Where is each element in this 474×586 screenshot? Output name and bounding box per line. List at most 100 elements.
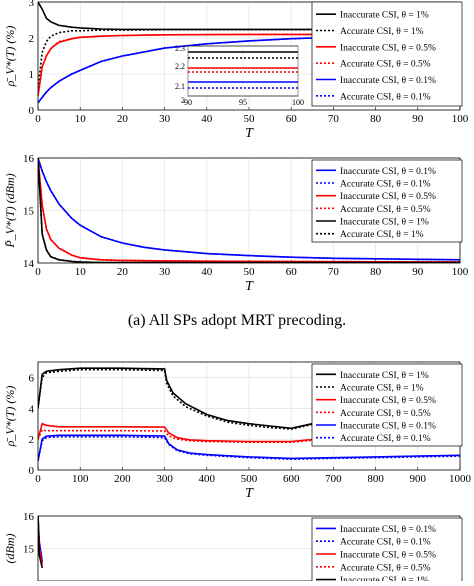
x-tick-label: 70 — [328, 113, 340, 125]
legend-entry: Inaccurate CSI, θ = 0.5% — [340, 396, 436, 406]
x-axis-label: T — [245, 279, 254, 294]
x-tick-label: 0 — [35, 113, 41, 125]
x-tick-label: 80 — [370, 266, 382, 278]
x-tick-label: 400 — [199, 473, 216, 485]
series-line — [38, 158, 460, 261]
series-line — [38, 368, 460, 430]
legend: Inaccurate CSI, θ = 1% Accurate CSI, θ = … — [311, 1, 463, 107]
legend-entry: Inaccurate CSI, θ = 1% — [340, 11, 429, 21]
x-tick-label: 50 — [244, 266, 256, 278]
legend-entry: Accurate CSI, θ = 0.5% — [340, 205, 431, 215]
x-tick-label: 0 — [35, 473, 41, 485]
x-tick-label: 60 — [286, 266, 298, 278]
legend-entry: Inaccurate CSI, θ = 0.1% — [340, 525, 436, 535]
legend-box — [311, 517, 463, 586]
x-tick-label: 1000 — [449, 473, 472, 485]
chart-panel-1: 0 10 20 30 40 50 60 70 80 90 100 0 1 2 3 T Inaccurate CS… — [29, 0, 469, 141]
y-tick-label: 0 — [29, 105, 35, 117]
legend-box — [311, 1, 463, 107]
x-tick-label: 50 — [244, 113, 256, 125]
x-tick-label: 40 — [201, 266, 213, 278]
legend-entry: Inaccurate CSI, θ = 1% — [340, 371, 429, 381]
series-line — [38, 516, 43, 569]
legend-entry: Inaccurate CSI, θ = 0.5% — [340, 43, 436, 53]
x-tick-label: 10 — [75, 266, 87, 278]
legend-entry: Accurate CSI, θ = 1% — [340, 27, 424, 37]
legend: Inaccurate CSI, θ = 1% Accurate CSI, θ = … — [311, 363, 463, 447]
legend-entry: Accurate CSI, θ = 1% — [340, 384, 424, 394]
legend-entry: Accurate CSI, θ = 0.5% — [340, 60, 431, 70]
x-tick-label: 80 — [370, 113, 382, 125]
x-tick-label: 200 — [114, 473, 131, 485]
x-tick-label: 40 — [201, 113, 213, 125]
legend: Inaccurate CSI, θ = 0.1% Accurate CSI, θ … — [311, 517, 463, 586]
legend-entry: Accurate CSI, θ = 0.5% — [340, 409, 431, 419]
x-tick-label: 30 — [159, 113, 171, 125]
inset-x-tick-label: 100 — [292, 98, 304, 107]
series-group — [38, 158, 460, 263]
y-tick-label: 15 — [23, 544, 35, 556]
x-tick-label: 100 — [452, 113, 469, 125]
x-tick-label: 100 — [452, 266, 469, 278]
legend-entry: Inaccurate CSI, θ = 0.5% — [340, 551, 436, 561]
legend-box — [311, 363, 463, 447]
x-tick-label: 100 — [72, 473, 89, 485]
series-line — [38, 2, 460, 31]
chart-panel-2: 0 10 20 30 40 50 60 70 80 90 100 14 15 16 T Inaccurate … — [23, 153, 469, 294]
legend-box — [311, 159, 463, 243]
y-tick-label: 6 — [29, 372, 35, 384]
x-tick-label: 900 — [410, 473, 427, 485]
series-line — [38, 158, 460, 263]
x-tick-label: 90 — [412, 266, 424, 278]
inset-y-tick-label: 2 — [181, 96, 185, 105]
legend-entry: Inaccurate CSI, θ = 1% — [340, 218, 429, 228]
x-tick-label: 600 — [283, 473, 300, 485]
y-axis-label: ρ̄_V*(T) (%) — [3, 386, 17, 448]
x-tick-label: 300 — [156, 473, 173, 485]
x-tick-label: 30 — [159, 266, 171, 278]
y-tick-label: 4 — [29, 403, 35, 415]
y-tick-label: 0 — [29, 465, 35, 477]
x-axis-label: T — [245, 486, 254, 501]
x-tick-label: 20 — [117, 266, 129, 278]
legend-entry: Inaccurate CSI, θ = 1% — [340, 576, 429, 581]
x-tick-label: 70 — [328, 266, 340, 278]
x-tick-label: 10 — [75, 113, 87, 125]
series-line — [38, 33, 460, 96]
legend-entry: Accurate CSI, θ = 0.1% — [340, 538, 431, 548]
y-axis-label: (dBm) — [3, 534, 17, 564]
y-tick-label: 15 — [23, 206, 35, 218]
y-tick-label: 2 — [29, 434, 35, 446]
legend-entry: Inaccurate CSI, θ = 0.1% — [340, 422, 436, 432]
inset-chart: 90 95 100 2 2.1 2.2 2.3 — [175, 44, 304, 107]
legend-entry: Accurate CSI, θ = 0.1% — [340, 92, 431, 102]
y-tick-label: 16 — [23, 153, 35, 165]
y-axis-label: P̄_V*(T) (dBm) — [3, 173, 17, 248]
y-tick-label: 2 — [29, 33, 35, 45]
x-tick-label: 700 — [325, 473, 342, 485]
x-tick-label: 60 — [286, 113, 298, 125]
legend-entry: Accurate CSI, θ = 0.1% — [340, 180, 431, 190]
y-tick-label: 14 — [23, 258, 35, 270]
y-tick-label: 3 — [29, 0, 35, 9]
x-tick-label: 20 — [117, 113, 129, 125]
inset-x-tick-label: 95 — [239, 98, 247, 107]
chart-panel-3: 0 100 200 300 400 500 600 700 800 900 1000 0 2 4 6 T Ina… — [29, 361, 472, 501]
series-line — [38, 435, 460, 461]
legend-entry: Inaccurate CSI, θ = 0.1% — [340, 76, 436, 86]
legend-entry: Inaccurate CSI, θ = 0.1% — [340, 167, 436, 177]
legend: Inaccurate CSI, θ = 0.1% Accurate CSI, θ … — [311, 159, 463, 243]
x-tick-label: 500 — [241, 473, 258, 485]
inset-y-tick-label: 2.3 — [175, 44, 185, 53]
chart-panel-4: 15 16 Inaccurate CSI, θ = 0.1% Accurate CSI… — [23, 511, 463, 586]
legend-entry: Accurate CSI, θ = 1% — [340, 230, 424, 240]
legend-entry: Accurate CSI, θ = 0.5% — [340, 563, 431, 573]
y-tick-label: 16 — [23, 511, 35, 523]
x-axis-label: T — [245, 126, 254, 141]
inset-x-tick-label: 90 — [184, 98, 192, 107]
inset-y-tick-label: 2.2 — [175, 62, 185, 71]
x-tick-label: 0 — [35, 266, 41, 278]
inset-y-tick-label: 2.1 — [175, 82, 185, 91]
series-group — [38, 516, 43, 569]
